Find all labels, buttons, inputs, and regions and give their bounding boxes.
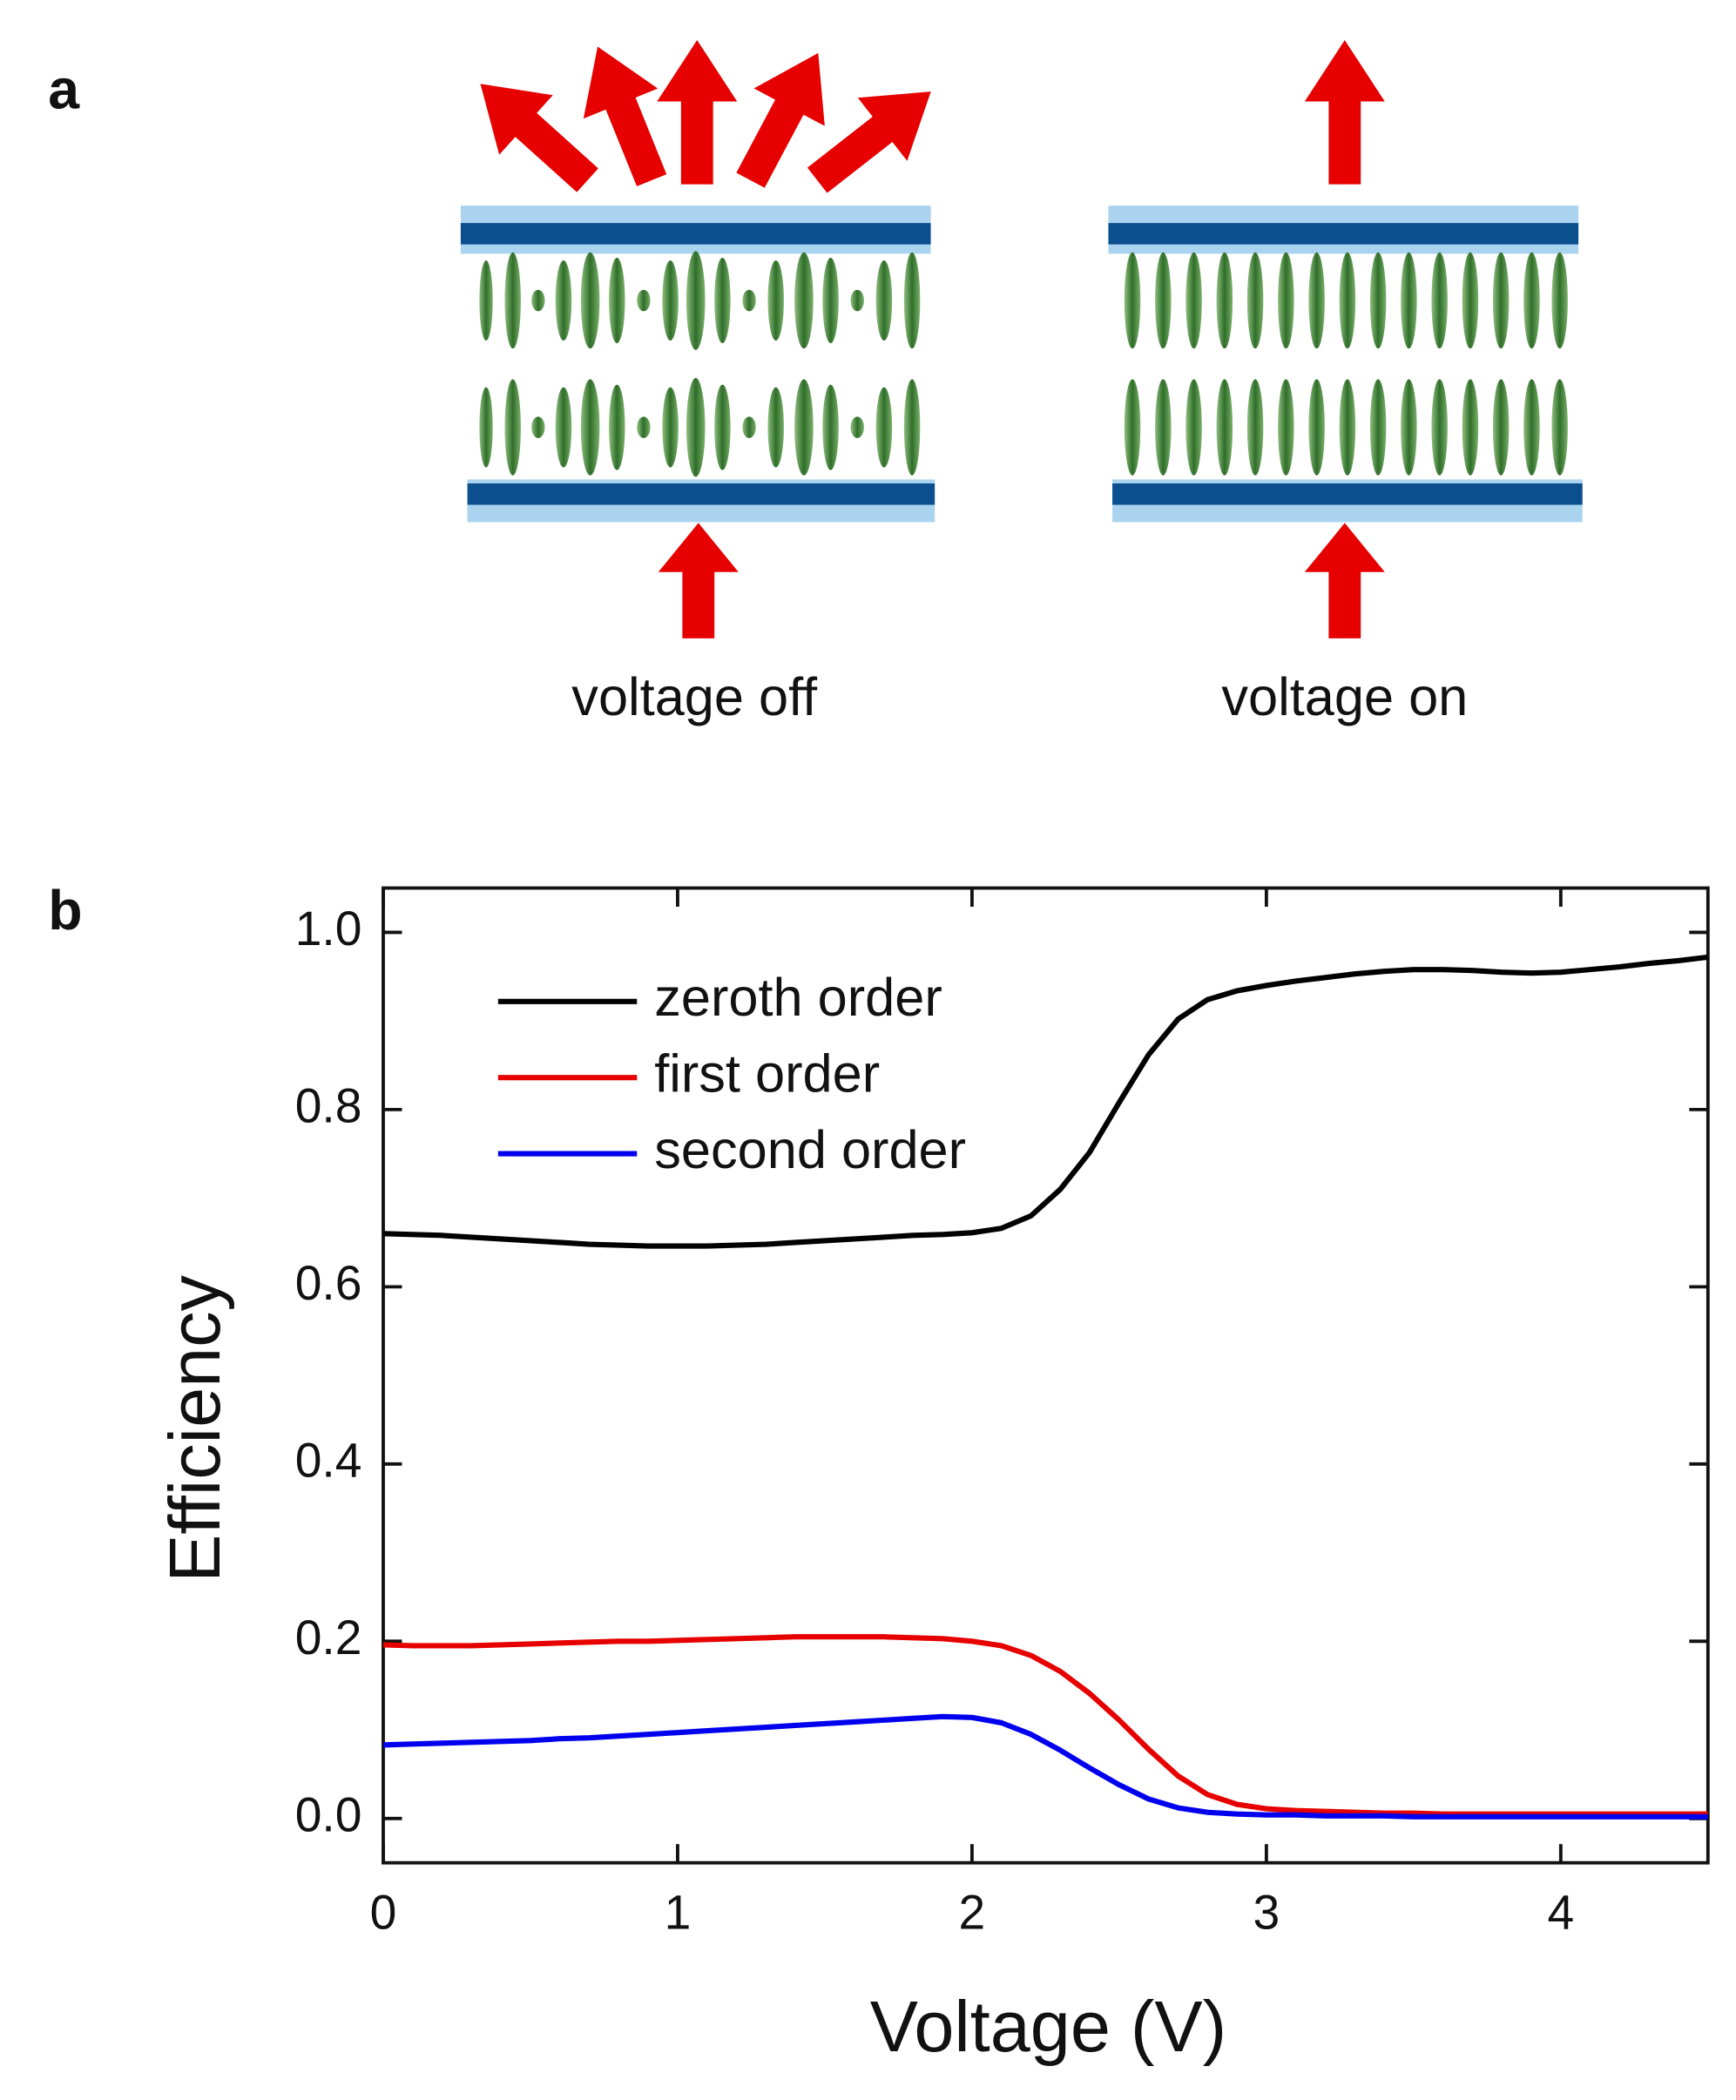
cell-voltage-on — [1108, 40, 1583, 638]
caption: voltage off — [571, 666, 818, 726]
y-tick-label: 1.0 — [295, 901, 362, 955]
y-tick-label: 0.4 — [295, 1433, 362, 1487]
x-tick-label: 2 — [959, 1886, 986, 1940]
y-tick-label: 0.2 — [295, 1610, 362, 1664]
x-tick-label: 3 — [1253, 1886, 1280, 1940]
legend-label: second order — [654, 1119, 966, 1179]
x-tick-label: 1 — [665, 1886, 692, 1940]
panel-label: b — [48, 879, 82, 942]
series-line — [382, 1713, 1708, 1820]
plot-frame — [382, 886, 1710, 1865]
legend-label: first order — [654, 1043, 880, 1103]
y-tick-label: 0.6 — [295, 1256, 362, 1310]
cell-voltage-off — [453, 31, 956, 638]
panel-label: a — [48, 57, 80, 120]
x-axis-title: Voltage (V) — [870, 1986, 1226, 2067]
series-line — [382, 954, 1709, 1249]
legend-label: zeroth order — [654, 967, 942, 1027]
y-tick-label: 0.8 — [295, 1078, 362, 1132]
y-tick-label: 0.0 — [295, 1787, 362, 1841]
caption: voltage on — [1221, 666, 1468, 726]
x-tick-label: 0 — [370, 1886, 397, 1940]
x-tick-label: 4 — [1547, 1886, 1574, 1940]
y-axis-title: Efficiency — [154, 1274, 235, 1582]
series-line — [382, 1634, 1708, 1817]
